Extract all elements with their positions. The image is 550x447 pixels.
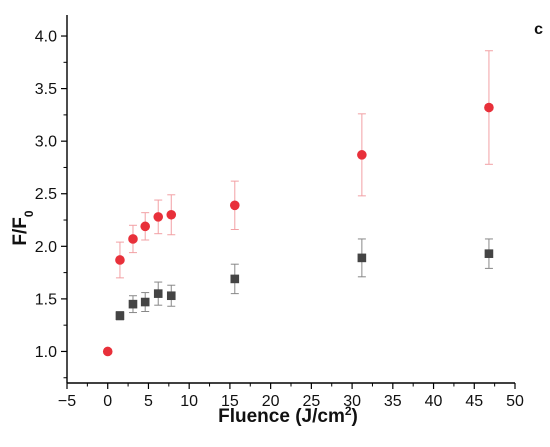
y-tick-label: 1.5 (35, 291, 57, 308)
data-point-square (153, 289, 163, 298)
x-tick-label: 35 (384, 393, 402, 410)
x-tick-label: 0 (103, 393, 112, 410)
data-point-circle (229, 200, 240, 211)
x-tick-label: 40 (425, 393, 443, 410)
data-point-square (115, 311, 125, 321)
y-tick-label: 3.0 (35, 134, 57, 151)
data-point-circle (484, 102, 494, 113)
data-point-square (230, 274, 240, 284)
x-axis-title-main: Fluence (J/cm (218, 406, 345, 427)
x-tick-label: 25 (302, 393, 320, 410)
data-point-square (484, 249, 494, 258)
y-axis-title: F/F0 (10, 210, 36, 246)
x-tick-label: 30 (343, 393, 361, 410)
y-axis-title-sub: 0 (22, 210, 36, 217)
data-point-circle (166, 209, 177, 220)
data-point-circle (140, 221, 150, 232)
data-point-circle (115, 255, 125, 265)
x-tick-label: 50 (506, 393, 524, 410)
x-axis-title: Fluence (J/cm2) (218, 404, 358, 427)
data-point-circle (102, 346, 113, 357)
data-point-circle (357, 150, 367, 160)
x-tick-label: 20 (262, 393, 280, 410)
x-tick-label: 15 (221, 393, 239, 410)
x-tick-label: 10 (180, 393, 198, 410)
y-axis-title-main: F/F (10, 217, 31, 246)
axes: −5 0 5 10 15 20 25 30 35 40 45 50 1.0 1.5 2.0 2.5 3.0 3.5… (35, 15, 524, 410)
x-axis-title-sup: 2 (345, 404, 352, 418)
data-point-square (140, 297, 150, 307)
data-point-circle (153, 212, 164, 222)
y-tick-label: 3.5 (35, 81, 57, 98)
y-tick-label: 4.0 (35, 29, 57, 46)
data-point-circle (128, 234, 138, 244)
x-tick-label: 5 (144, 393, 153, 410)
data-point-square (166, 291, 176, 301)
data-point-square (128, 299, 138, 309)
y-tick-label: 1.0 (35, 344, 57, 361)
y-tick-label: 2.5 (35, 186, 57, 203)
x-tick-label: 45 (465, 393, 483, 410)
data-marks (102, 50, 494, 357)
x-axis-title-end: ) (352, 406, 358, 427)
panel-label: c (534, 21, 543, 38)
y-tick-label: 2.0 (35, 239, 57, 256)
data-point-square (357, 253, 367, 263)
x-tick-label: −5 (58, 393, 76, 410)
